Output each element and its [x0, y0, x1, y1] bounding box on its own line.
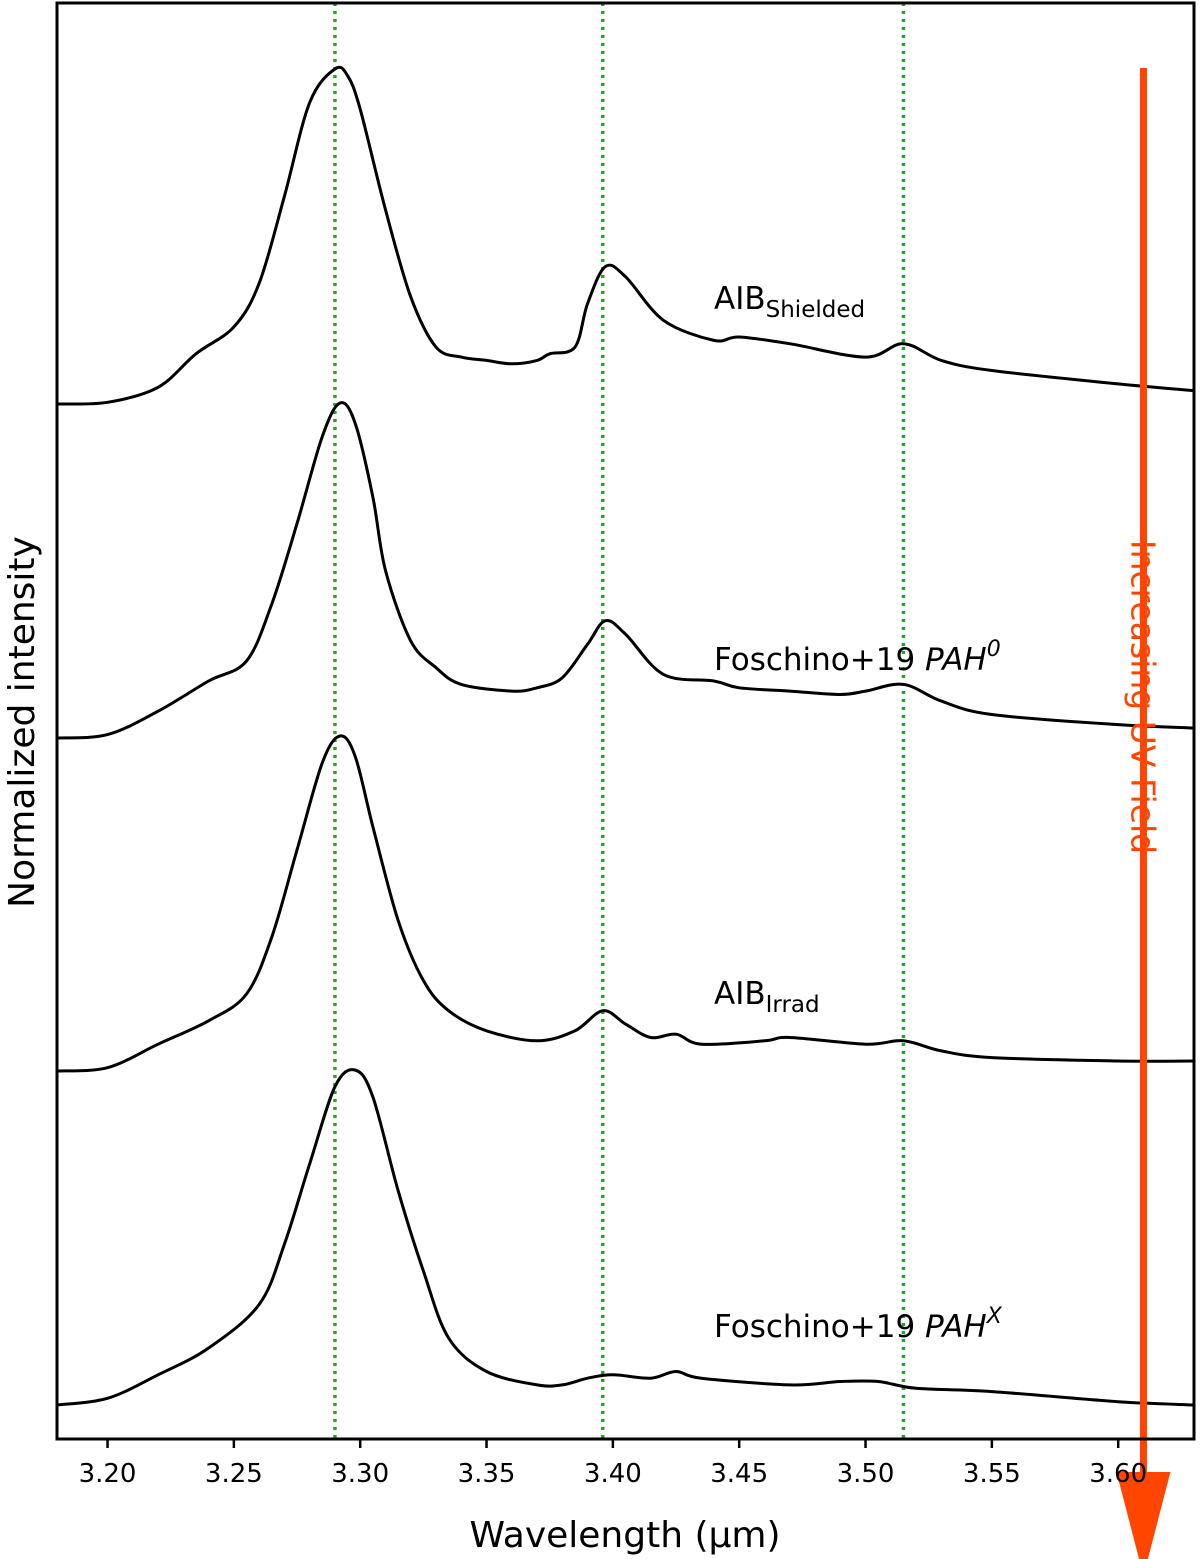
uv-arrow-head — [1116, 1472, 1171, 1559]
spectrum-line-4 — [56, 1068, 1195, 1407]
series-label-1: AIBShielded — [714, 281, 865, 323]
plot-frame — [55, 1, 1196, 1441]
plot-background — [57, 3, 1194, 1439]
uv-arrow: Increasing UV Field — [1116, 68, 1171, 1559]
x-tick-label: 3.60 — [1089, 1459, 1147, 1489]
series-label-2: Foschino+19 PAH0 — [714, 637, 1001, 678]
x-axis-title: Wavelength (μm) — [469, 1515, 780, 1556]
x-tick-label: 3.45 — [710, 1459, 768, 1489]
spectrum-line-2 — [56, 401, 1195, 740]
x-axis-ticks: 3.20 3.25 3.30 3.35 3.40 3.45 3.50 3.55 3.60 — [79, 1439, 1147, 1489]
series-label-4: Foschino+19 PAHX — [714, 1304, 1003, 1345]
x-tick-label: 3.30 — [331, 1459, 389, 1489]
y-axis-title: Normalized intensity — [2, 536, 43, 908]
x-tick-label: 3.55 — [963, 1459, 1021, 1489]
spectra-labels: AIBShielded Foschino+19 PAH0 AIBIrrad Fosch… — [714, 281, 1003, 1345]
x-tick-label: 3.35 — [458, 1459, 516, 1489]
spectra-lines — [56, 65, 1195, 1407]
spectrum-line-1 — [56, 65, 1195, 406]
x-tick-label: 3.20 — [79, 1459, 137, 1489]
series-label-3: AIBIrrad — [714, 976, 820, 1018]
uv-arrow-label: Increasing UV Field — [1123, 540, 1162, 854]
x-tick-label: 3.50 — [837, 1459, 895, 1489]
x-tick-label: 3.40 — [584, 1459, 642, 1489]
x-tick-label: 3.25 — [205, 1459, 263, 1489]
spectrum-line-3 — [56, 734, 1195, 1073]
